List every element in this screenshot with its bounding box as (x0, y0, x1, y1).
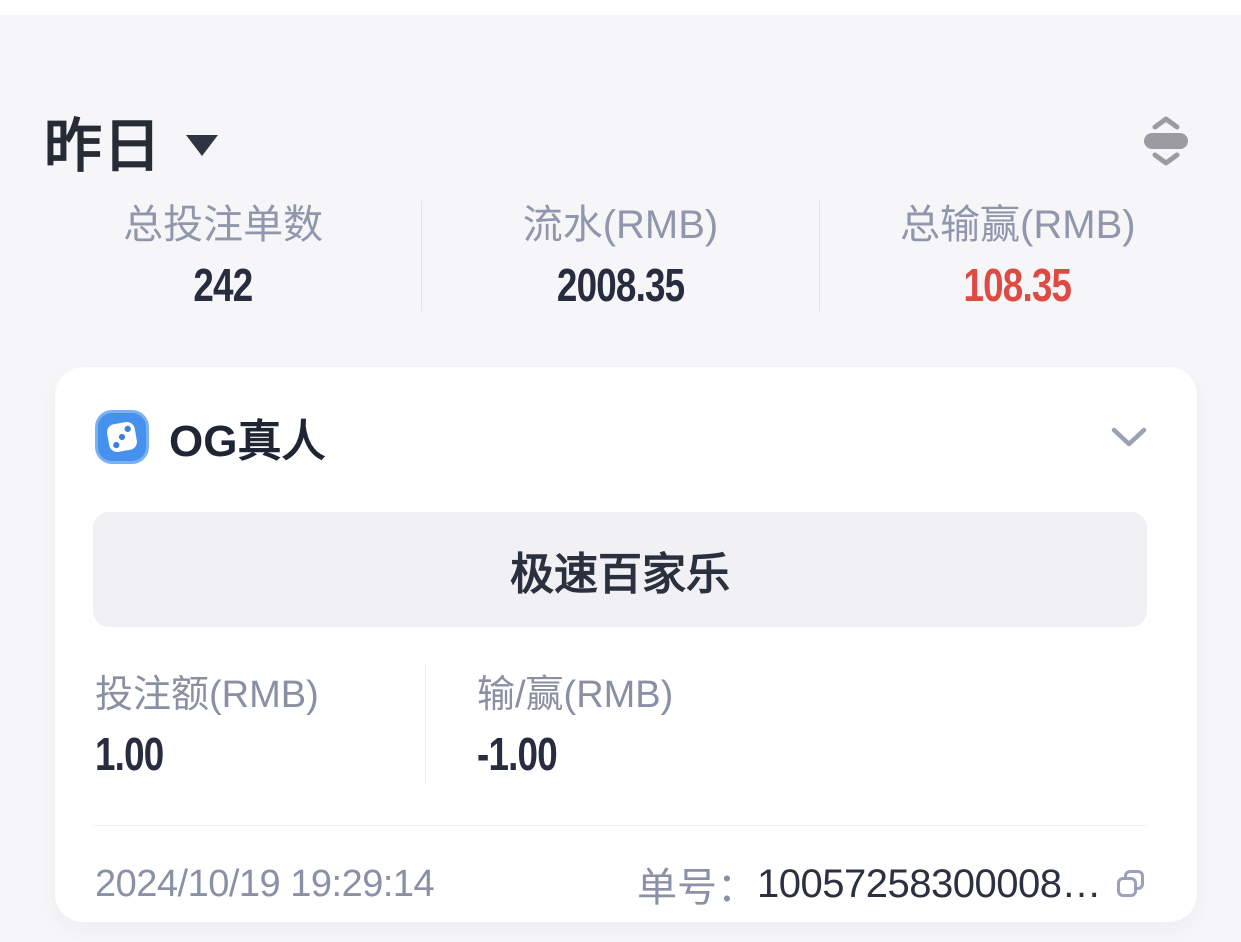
period-label: 昨日 (44, 114, 163, 179)
winloss-value: -1.00 (477, 728, 558, 780)
period-selector[interactable]: 昨日 (44, 99, 219, 183)
dice-icon (95, 410, 149, 464)
stat-total-winloss-label: 总输赢(RMB) (900, 203, 1136, 247)
stat-total-winloss-value: 108.35 (963, 259, 1073, 311)
stat-turnover: 流水(RMB) 2008.35 (421, 201, 820, 311)
chevron-down-icon[interactable] (1111, 426, 1147, 448)
stat-turnover-label: 流水(RMB) (522, 203, 719, 247)
bet-timestamp: 2024/10/19 19:29:14 (95, 862, 435, 905)
stat-total-bets: 总投注单数 242 (25, 201, 421, 311)
provider-name: OG真人 (169, 417, 326, 466)
copy-icon[interactable] (1115, 868, 1147, 900)
header-row: 昨日 (0, 101, 1241, 181)
stat-turnover-value: 2008.35 (556, 259, 685, 311)
bet-amount-field: 投注额(RMB) 1.00 (95, 663, 426, 785)
caret-down-icon (186, 134, 219, 156)
summary-stats-row: 总投注单数 242 流水(RMB) 2008.35 总输赢(RMB) 108.3… (0, 201, 1241, 311)
bet-amount-value: 1.00 (95, 728, 164, 780)
winloss-field: 输/赢(RMB) -1.00 (426, 663, 673, 785)
footer-divider (93, 825, 1147, 826)
stat-total-winloss: 总输赢(RMB) 108.35 (820, 201, 1216, 311)
sort-button[interactable] (1142, 116, 1190, 166)
winloss-label: 输/赢(RMB) (477, 674, 674, 716)
stat-total-bets-label: 总投注单数 (123, 203, 324, 247)
order-number-group: 单号： 10057258300008… (637, 855, 1147, 913)
sort-toggle-icon (1144, 116, 1188, 166)
bet-amount-label: 投注额(RMB) (95, 674, 319, 716)
order-number-value: 10057258300008… (757, 861, 1101, 906)
game-name: 极速百家乐 (510, 549, 730, 599)
top-strip (0, 0, 1241, 15)
game-name-bar: 极速百家乐 (93, 512, 1147, 627)
order-number-label: 单号： (637, 866, 758, 910)
card-header[interactable]: OG真人 (55, 367, 1197, 469)
card-footer: 2024/10/19 19:29:14 单号： 10057258300008… (55, 826, 1197, 942)
bet-amount-row: 投注额(RMB) 1.00 输/赢(RMB) -1.00 (95, 663, 1147, 785)
stat-total-bets-value: 242 (193, 259, 254, 311)
bet-record-card: OG真人 极速百家乐 投注额(RMB) 1.00 输/赢(RMB) -1.00 … (55, 367, 1197, 922)
